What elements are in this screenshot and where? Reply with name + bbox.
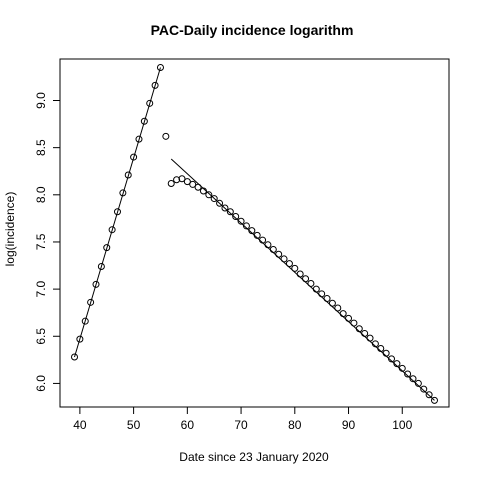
y-tick-label: 9.0	[34, 92, 48, 109]
data-point	[205, 191, 213, 199]
y-tick-label: 8.5	[34, 139, 48, 156]
x-tick-label: 50	[127, 418, 141, 432]
y-tick-label: 6.5	[34, 328, 48, 345]
data-point	[156, 63, 164, 71]
data-point	[404, 370, 412, 378]
data-point	[87, 298, 95, 306]
plot-frame	[59, 58, 450, 408]
x-tick-label: 80	[288, 418, 302, 432]
x-axis: 40 50 60 70 80 90 100	[73, 407, 413, 432]
data-point	[210, 195, 218, 203]
data-point	[371, 340, 379, 348]
data-point	[108, 226, 116, 234]
data-point	[232, 212, 240, 220]
data-point	[199, 187, 207, 195]
data-point	[328, 299, 336, 307]
data-point	[296, 270, 304, 278]
data-point	[173, 176, 181, 184]
x-tick-label: 60	[181, 418, 195, 432]
x-tick-label: 70	[234, 418, 248, 432]
data-point	[345, 314, 353, 322]
data-point	[162, 132, 170, 140]
data-point	[334, 304, 342, 312]
x-tick-label: 100	[392, 418, 412, 432]
data-point	[425, 391, 433, 399]
y-tick-label: 7.5	[34, 233, 48, 250]
data-point	[237, 217, 245, 225]
data-point	[103, 244, 111, 252]
data-point	[167, 179, 175, 187]
chart-title: PAC-Daily incidence logarithm	[151, 22, 354, 38]
data-point	[92, 280, 100, 288]
data-point	[377, 345, 385, 353]
data-point	[388, 355, 396, 363]
data-point	[119, 189, 127, 197]
data-point	[259, 236, 267, 244]
data-point	[189, 180, 197, 188]
data-point	[318, 290, 326, 298]
data-point	[140, 117, 148, 125]
data-point	[124, 171, 132, 179]
data-point	[307, 279, 315, 287]
data-point	[269, 246, 277, 254]
data-point	[393, 360, 401, 368]
data-point	[339, 310, 347, 318]
data-point	[194, 183, 202, 191]
data-point	[253, 231, 261, 239]
data-point	[323, 295, 331, 303]
data-point	[151, 81, 159, 89]
data-point	[409, 375, 417, 383]
y-axis-label: log(incidence)	[3, 192, 17, 267]
data-point	[275, 250, 283, 258]
data-point	[302, 275, 310, 283]
data-point	[178, 175, 186, 183]
data-point	[361, 329, 369, 337]
data-point	[130, 153, 138, 161]
data-point	[146, 99, 154, 107]
data-point	[291, 264, 299, 272]
data-point	[242, 222, 250, 230]
data-point	[226, 208, 234, 216]
x-tick-label: 90	[342, 418, 356, 432]
data-point	[135, 135, 143, 143]
y-axis: 6.0 6.5 7.0 7.5 8.0 8.5 9.0	[34, 92, 60, 392]
x-axis-label: Date since 23 January 2020	[179, 450, 329, 464]
y-tick-label: 8.0	[34, 186, 48, 203]
data-point	[97, 262, 105, 270]
y-tick-label: 7.0	[34, 280, 48, 297]
data-point	[430, 396, 438, 404]
data-point	[366, 334, 374, 342]
data-point	[216, 199, 224, 207]
data-point	[285, 260, 293, 268]
data-point	[398, 364, 406, 372]
fit-line	[74, 67, 161, 358]
x-tick-label: 40	[73, 418, 87, 432]
data-point	[71, 353, 79, 361]
data-point	[414, 379, 422, 387]
data-point	[355, 325, 363, 333]
data-point	[248, 227, 256, 235]
data-point	[113, 208, 121, 216]
data-point	[312, 285, 320, 293]
data-point	[382, 349, 390, 357]
data-points	[71, 63, 438, 404]
data-point	[420, 385, 428, 393]
y-tick-label: 6.0	[34, 375, 48, 392]
data-point	[280, 255, 288, 263]
data-point	[264, 241, 272, 249]
data-point	[350, 319, 358, 327]
data-point	[81, 317, 89, 325]
data-point	[183, 178, 191, 186]
data-point	[76, 335, 84, 343]
data-point	[221, 204, 229, 212]
